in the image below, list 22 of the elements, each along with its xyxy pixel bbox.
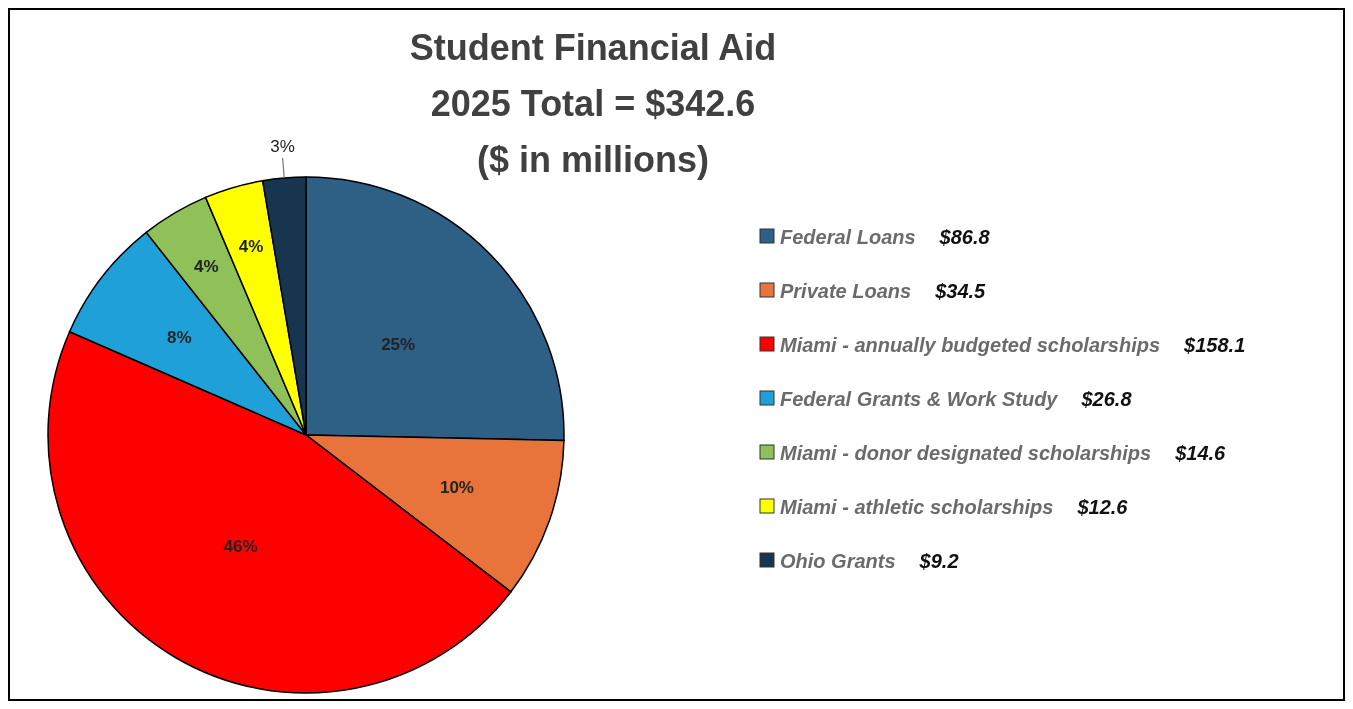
text: 4% [238,237,264,257]
data-label: $26.8 [1080,388,1133,410]
text: 8% [167,327,192,347]
data-label: $86.8 [938,226,991,248]
legend-label: Ohio Grants [780,550,896,572]
text: 4% [193,256,219,276]
data-label: $14.6 [1174,442,1227,464]
text: 3% [270,136,295,156]
data-label: $158.1 [1183,334,1246,356]
data-label: $34.5 [934,280,987,302]
legend-label: Miami - athletic scholarships [780,496,1054,518]
legend-label: Federal Loans [780,226,916,248]
text: 46% [223,536,258,556]
legend-label: Federal Grants & Work Study [780,388,1059,410]
chart-title: Student Financial Aid 2025 Total = $342.6 ($ in millions) [409,27,777,180]
legend-label: Miami - donor designated scholarships [780,442,1152,464]
text: 25% [381,335,416,355]
data-label: $12.6 [1076,496,1129,518]
data-label: $9.2 [918,550,959,572]
text: 10% [439,478,474,498]
legend-label: Miami - annually budgeted scholarships [780,334,1161,356]
legend-label: Private Loans [780,280,912,302]
